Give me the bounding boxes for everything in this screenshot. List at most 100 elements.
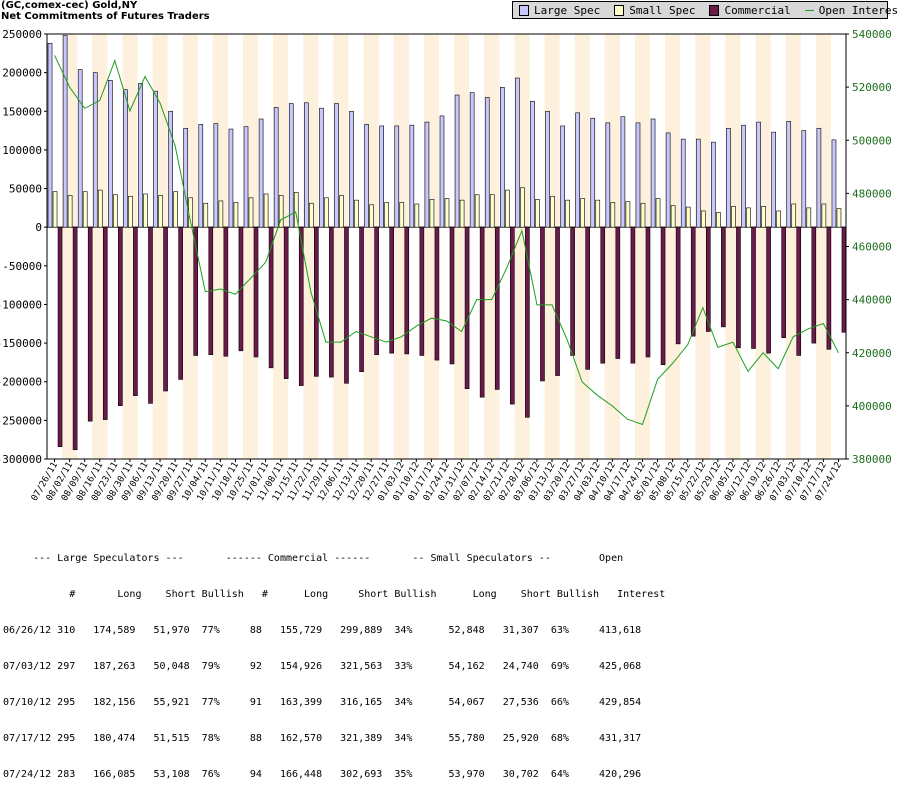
left-tick-label: -250000 xyxy=(0,414,42,427)
bar-large-spec xyxy=(273,107,279,228)
bar-small-spec xyxy=(716,212,721,228)
bar-small-spec xyxy=(806,207,812,228)
legend-item-large-spec: Large Spec xyxy=(519,4,600,17)
right-tick-label: 540000 xyxy=(852,28,892,41)
left-tick-label: 150000 xyxy=(2,105,42,118)
bar-large-spec xyxy=(590,117,596,228)
bar-large-spec xyxy=(258,118,264,228)
bar-small-spec xyxy=(429,199,435,228)
bar-large-spec xyxy=(771,131,776,228)
bar-small-spec xyxy=(339,195,344,228)
left-tick-label: -50000 xyxy=(2,260,42,273)
bar-large-spec xyxy=(756,121,761,228)
left-tick-label: -150000 xyxy=(0,337,42,350)
left-tick-label: 200000 xyxy=(2,67,42,80)
bar-small-spec xyxy=(369,204,374,228)
bar-small-spec xyxy=(610,202,616,228)
right-tick-label: 460000 xyxy=(852,241,892,254)
bar-large-spec xyxy=(77,69,83,228)
bar-small-spec xyxy=(640,202,646,228)
bar-commercial xyxy=(721,226,726,328)
bar-large-spec xyxy=(379,125,384,228)
bar-large-spec xyxy=(500,87,505,228)
bar-commercial xyxy=(494,226,500,390)
right-tick-label: 420000 xyxy=(852,347,892,360)
bar-large-spec xyxy=(530,100,535,228)
bar-commercial xyxy=(389,226,394,354)
bar-small-spec xyxy=(82,191,88,228)
bar-commercial xyxy=(540,226,545,382)
bar-large-spec xyxy=(123,89,128,228)
bar-small-spec xyxy=(595,199,601,228)
bar-small-spec xyxy=(791,203,797,228)
bar-large-spec xyxy=(228,128,234,228)
left-tick-label: 250000 xyxy=(2,28,42,41)
legend-swatch xyxy=(614,4,625,16)
bar-commercial xyxy=(253,226,259,358)
bar-small-spec xyxy=(67,195,73,228)
bar-large-spec xyxy=(409,124,415,228)
bar-small-spec xyxy=(761,206,766,228)
bar-commercial xyxy=(615,226,621,359)
bar-large-spec xyxy=(168,110,173,228)
bar-commercial xyxy=(102,226,108,420)
bar-commercial xyxy=(449,226,455,365)
bar-large-spec xyxy=(726,127,731,228)
bar-commercial xyxy=(811,226,817,344)
bar-large-spec xyxy=(741,124,746,228)
bar-large-spec xyxy=(786,121,792,228)
bar-commercial xyxy=(163,226,168,392)
bar-large-spec xyxy=(545,110,550,228)
positions-table: --- Large Speculators --- ------ Commerc… xyxy=(3,529,665,793)
bar-commercial xyxy=(57,226,63,447)
bar-large-spec xyxy=(695,138,701,228)
chart-header: (GC,comex-cec) Gold,NY Net Commitments o… xyxy=(1,0,210,22)
bar-small-spec xyxy=(158,195,163,228)
table-row: 07/17/12 295 180,474 51,515 78% 88 162,5… xyxy=(3,733,642,744)
bar-small-spec xyxy=(505,189,510,228)
bar-commercial xyxy=(525,226,530,418)
right-tick-label: 480000 xyxy=(852,187,892,200)
bar-commercial xyxy=(283,226,289,379)
bar-large-spec xyxy=(665,132,671,228)
legend-swatch xyxy=(709,4,720,16)
table-column-header: # Long Short Bullish # Long Short Bullis… xyxy=(3,589,666,600)
bar-small-spec xyxy=(203,202,209,228)
bar-large-spec xyxy=(424,121,430,228)
bar-commercial xyxy=(510,226,515,405)
bar-large-spec xyxy=(816,127,822,228)
bar-small-spec xyxy=(459,199,465,228)
bar-commercial xyxy=(570,226,575,356)
bar-large-spec xyxy=(334,103,339,228)
left-tick-label: 100000 xyxy=(2,144,42,157)
bar-small-spec xyxy=(670,205,676,228)
bar-large-spec xyxy=(454,94,460,228)
bar-commercial xyxy=(118,226,123,406)
bar-commercial xyxy=(555,226,560,376)
bar-commercial xyxy=(826,226,832,350)
bar-commercial xyxy=(841,226,847,333)
legend-item-commercial: Commercial xyxy=(709,4,791,17)
bar-small-spec xyxy=(535,199,540,228)
bar-small-spec xyxy=(248,197,254,228)
bar-commercial xyxy=(600,226,606,364)
bar-small-spec xyxy=(128,195,133,228)
bar-small-spec xyxy=(52,191,58,228)
bar-commercial xyxy=(314,226,319,377)
bar-large-spec xyxy=(650,118,656,228)
bar-commercial xyxy=(87,226,93,422)
bar-commercial xyxy=(268,226,274,369)
bar-large-spec xyxy=(198,124,204,228)
bar-small-spec xyxy=(625,201,631,228)
bar-large-spec xyxy=(484,97,490,228)
bar-commercial xyxy=(72,226,78,451)
bar-large-spec xyxy=(605,122,611,228)
bar-small-spec xyxy=(655,198,661,228)
bar-small-spec xyxy=(776,210,781,228)
legend: Large Spec Small Spec Commercial Open In… xyxy=(512,1,897,19)
bar-small-spec xyxy=(173,191,178,228)
bar-commercial xyxy=(464,226,470,389)
bar-commercial xyxy=(359,226,364,372)
bar-large-spec xyxy=(364,124,369,228)
bar-commercial xyxy=(781,226,786,338)
